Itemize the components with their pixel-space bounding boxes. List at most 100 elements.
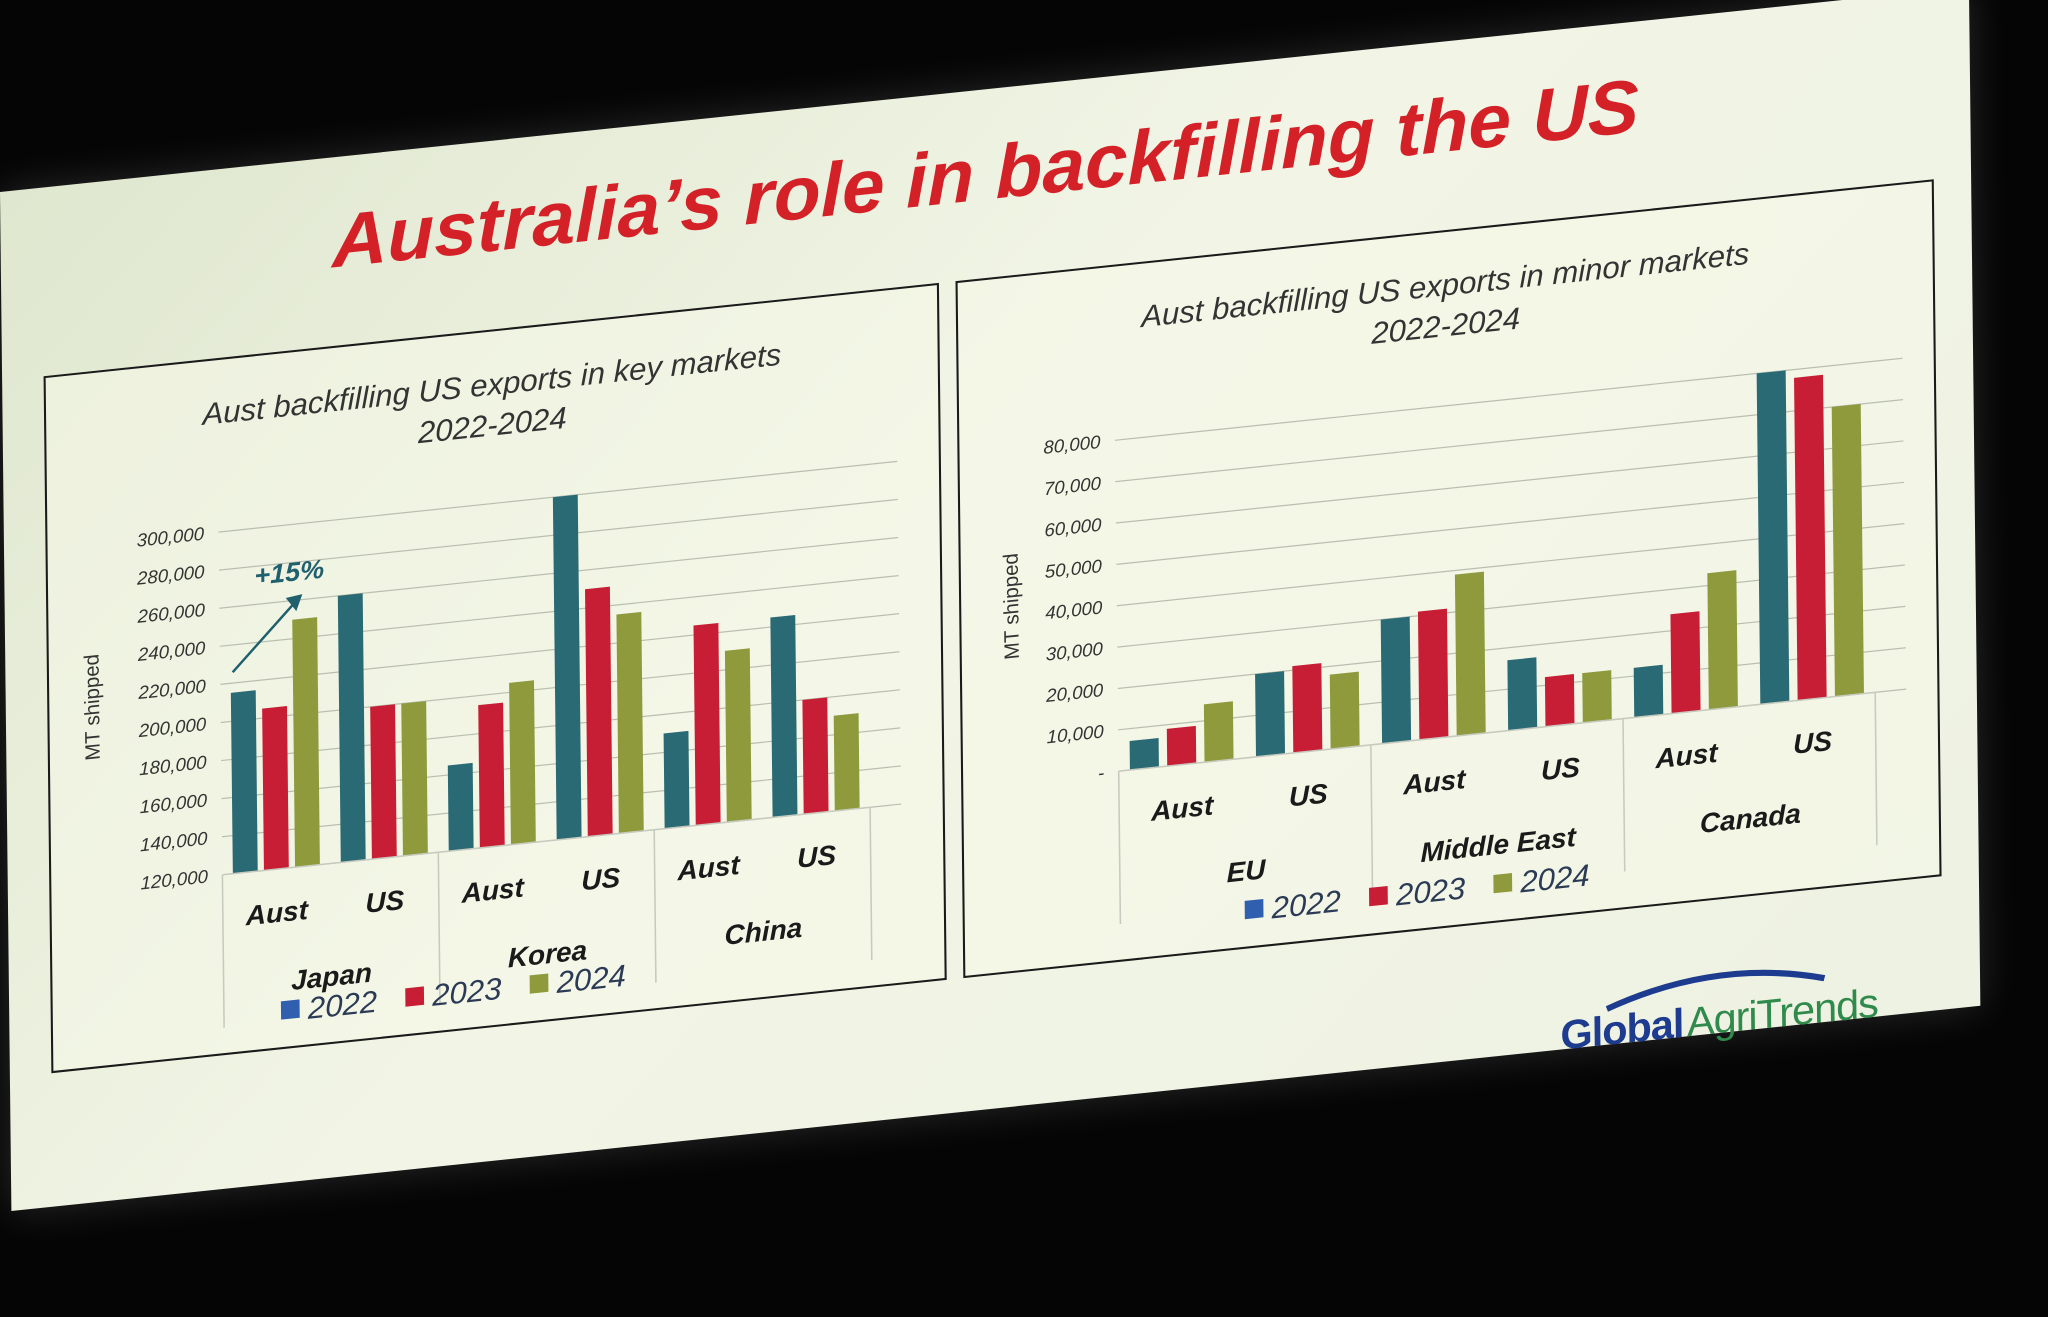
y-tick-label: - [1098, 762, 1104, 783]
logo-arc-icon [1605, 969, 1826, 1012]
y-tick-label: 80,000 [1043, 431, 1101, 458]
x-group-label: EU [1226, 853, 1266, 888]
x-tick-label: US [365, 884, 405, 919]
group-separator [653, 829, 657, 983]
bar-2023-aust [693, 622, 721, 826]
legend-swatch-2024 [529, 973, 549, 994]
y-axis-label: MT shipped [80, 653, 104, 762]
bar-2024-aust [1707, 570, 1738, 710]
legend-label-2024: 2024 [555, 958, 626, 1000]
x-tick-label: Aust [1654, 737, 1719, 774]
y-tick-label: 10,000 [1047, 721, 1105, 748]
legend-swatch-2022 [1244, 898, 1264, 920]
chart-key-markets: Aust backfilling US exports in key marke… [80, 337, 902, 1028]
y-tick-label: 40,000 [1045, 596, 1103, 623]
group-separator [1622, 718, 1626, 872]
y-tick-label: 20,000 [1045, 679, 1104, 706]
bar-2022-us [552, 494, 582, 840]
bar-2024-us [833, 713, 860, 811]
legend-swatch-2022 [280, 999, 300, 1020]
y-tick-label: 300,000 [137, 523, 205, 551]
company-logo: Global AgriTrends [1560, 951, 1878, 1065]
bar-2023-aust [262, 706, 289, 871]
annotation-label: +15% [254, 554, 324, 591]
bar-2022-aust [663, 730, 690, 829]
y-tick-label: 160,000 [140, 789, 208, 817]
bar-2024-aust [1454, 571, 1486, 736]
bar-2024-aust [724, 648, 752, 823]
y-tick-label: 70,000 [1044, 472, 1102, 499]
logo-text-global: Global [1560, 1001, 1684, 1059]
x-tick-label: US [1793, 725, 1833, 760]
x-tick-label: US [581, 862, 621, 897]
x-tick-label: US [797, 839, 837, 874]
bar-2023-us [1292, 663, 1323, 753]
x-axis-line [1118, 691, 1876, 772]
annotation-arrow-head-icon [285, 594, 303, 612]
bar-2024-us [1329, 671, 1360, 750]
bar-2022-us [1255, 671, 1286, 757]
x-group-label: Canada [1700, 798, 1801, 839]
bar-2024-us [616, 611, 644, 834]
y-tick-label: 30,000 [1046, 638, 1104, 665]
chart-subtitle: 2022-2024 [417, 400, 567, 450]
y-tick-label: 140,000 [140, 827, 208, 855]
x-group-label: China [724, 912, 802, 951]
x-tick-label: Aust [461, 872, 526, 909]
legend-swatch-2023 [1368, 885, 1388, 907]
presentation-slide: Australia’s role in backfilling the US A… [0, 0, 1981, 1211]
chart-panel-key-markets: Aust backfilling US exports in key marke… [43, 282, 947, 1074]
y-tick-label: 240,000 [137, 637, 206, 665]
annotation-arrow-line [231, 597, 300, 674]
group-separator [869, 807, 873, 961]
group-separator [221, 874, 225, 1028]
y-tick-label: 280,000 [136, 561, 205, 589]
y-tick-label: 200,000 [138, 713, 207, 741]
bar-2022-aust [447, 762, 474, 852]
legend-swatch-2023 [405, 986, 425, 1007]
chart-subtitle: 2022-2024 [1370, 301, 1520, 351]
y-tick-label: 120,000 [140, 866, 208, 894]
x-tick-label: US [1289, 778, 1329, 813]
bar-2022-aust [1380, 616, 1412, 744]
bar-2024-aust [292, 617, 320, 868]
y-tick-label: 50,000 [1045, 555, 1103, 582]
y-tick-label: 180,000 [139, 751, 207, 779]
bar-2023-aust [1166, 725, 1197, 767]
x-tick-label: US [1541, 751, 1581, 786]
x-tick-label: Aust [1150, 789, 1215, 826]
bar-2022-aust [1633, 664, 1664, 718]
x-tick-label: Aust [245, 894, 310, 931]
group-separator [1370, 744, 1374, 898]
group-separator [437, 852, 441, 1006]
y-tick-label: 260,000 [136, 599, 205, 627]
bar-2024-us [1582, 670, 1612, 723]
legend-label-2023: 2023 [1395, 871, 1466, 913]
y-tick-label: 60,000 [1044, 514, 1102, 541]
bar-2024-aust [1203, 701, 1234, 763]
bar-2022-us [1756, 370, 1790, 705]
bar-2022-aust [230, 690, 258, 874]
group-separator [1117, 771, 1122, 925]
y-axis-label: MT shipped [1000, 552, 1024, 661]
x-tick-label: Aust [676, 849, 741, 886]
bar-2024-us [401, 701, 428, 856]
chart-minor-markets: Aust backfilling US exports in minor mar… [1000, 236, 1907, 926]
bar-2023-aust [1670, 611, 1701, 714]
bar-2023-aust [1417, 608, 1449, 740]
bar-2023-us [370, 704, 397, 860]
legend-label-2024: 2024 [1519, 858, 1590, 900]
bar-2023-aust [478, 702, 505, 848]
bar-2022-aust [1129, 738, 1159, 771]
bar-2023-us [1544, 674, 1575, 727]
legend-swatch-2024 [1493, 873, 1513, 894]
legend-label-2022: 2022 [1270, 884, 1341, 926]
bar-2023-us [1794, 374, 1827, 701]
x-axis-line [222, 806, 871, 876]
x-tick-label: Aust [1402, 763, 1467, 800]
bar-2022-us [770, 614, 798, 818]
legend-label-2023: 2023 [431, 971, 502, 1013]
bar-2024-aust [509, 680, 536, 845]
bar-2022-us [1507, 657, 1538, 731]
